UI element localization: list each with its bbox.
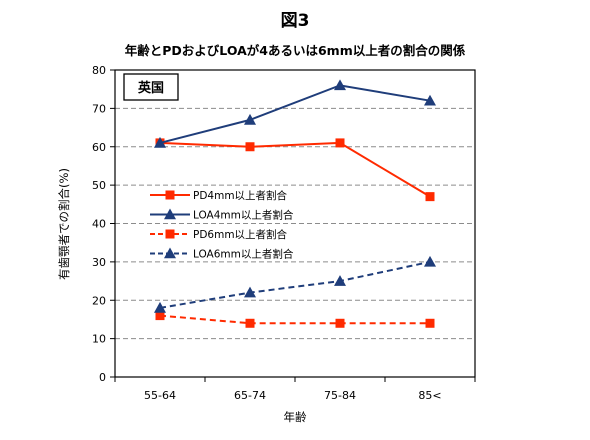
gridlines bbox=[115, 107, 475, 340]
data-point bbox=[335, 138, 345, 148]
x-axis-label: 年齢 bbox=[284, 410, 307, 424]
legend-entry: LOA6mm以上者割合 bbox=[150, 247, 294, 261]
y-axis-ticks: 0 10 20 30 40 50 60 70 80 bbox=[92, 64, 115, 384]
legend-label: PD4mm以上者割合 bbox=[193, 189, 288, 202]
legend-label: LOA6mm以上者割合 bbox=[193, 248, 294, 261]
series-line bbox=[159, 141, 431, 198]
legend-label: LOA4mm以上者割合 bbox=[193, 209, 294, 222]
plot-frame bbox=[114, 69, 476, 378]
figure-label: 図3 bbox=[281, 11, 310, 31]
series-line bbox=[159, 84, 431, 144]
series-4 bbox=[154, 255, 436, 313]
legend-entry: LOA4mm以上者割合 bbox=[150, 208, 294, 222]
x-tick-label: 55-64 bbox=[144, 389, 176, 402]
y-tick-label: 0 bbox=[99, 371, 106, 384]
data-point bbox=[154, 136, 166, 148]
axes bbox=[114, 69, 476, 378]
series-line bbox=[159, 314, 430, 325]
data-point bbox=[424, 94, 436, 106]
y-tick-label: 80 bbox=[92, 64, 106, 77]
data-point bbox=[335, 318, 345, 328]
data-point bbox=[334, 275, 346, 286]
data-point bbox=[155, 311, 165, 321]
legend-marker bbox=[164, 208, 176, 220]
chart-title: 年齢とPDおよびLOAが4あるいは6mm以上者の割合の関係 bbox=[125, 43, 466, 58]
country-label: 英国 bbox=[137, 80, 164, 96]
data-point bbox=[334, 79, 346, 91]
x-tick-label: 65-74 bbox=[234, 389, 266, 402]
legend-entry: PD6mm以上者割合 bbox=[150, 228, 288, 241]
x-tick-label: 85< bbox=[418, 389, 441, 402]
country-box: 英国 bbox=[123, 73, 179, 101]
data-point bbox=[244, 286, 256, 298]
data-point bbox=[245, 318, 255, 328]
x-tick-label: 75-84 bbox=[324, 389, 356, 402]
y-tick-label: 10 bbox=[92, 333, 106, 346]
series-group bbox=[154, 79, 436, 328]
data-point bbox=[244, 113, 256, 125]
data-point bbox=[425, 192, 435, 202]
series-2 bbox=[154, 79, 436, 148]
data-point bbox=[154, 301, 166, 313]
y-tick-label: 40 bbox=[92, 218, 106, 231]
y-axis-label: 有歯顎者での割合(%) bbox=[57, 168, 71, 280]
legend-marker bbox=[164, 247, 176, 259]
y-tick-label: 70 bbox=[92, 102, 106, 115]
legend: PD4mm以上者割合 LOA4mm以上者割合 PD6mm以上者割合 LOA6mm以上者… bbox=[150, 189, 294, 261]
y-tick-label: 20 bbox=[92, 294, 106, 307]
data-point bbox=[425, 318, 435, 328]
legend-marker bbox=[165, 190, 175, 200]
series-3 bbox=[155, 311, 435, 328]
x-axis-ticks: 55-64 65-74 75-84 85< bbox=[114, 377, 476, 402]
y-tick-label: 60 bbox=[92, 141, 106, 154]
series-line bbox=[159, 260, 431, 309]
y-tick-label: 30 bbox=[92, 256, 106, 269]
y-tick-label: 50 bbox=[92, 179, 106, 192]
legend-entry: PD4mm以上者割合 bbox=[150, 189, 288, 202]
legend-marker bbox=[165, 229, 175, 239]
legend-label: PD6mm以上者割合 bbox=[193, 228, 288, 241]
data-point bbox=[424, 255, 436, 267]
data-point bbox=[245, 142, 255, 152]
